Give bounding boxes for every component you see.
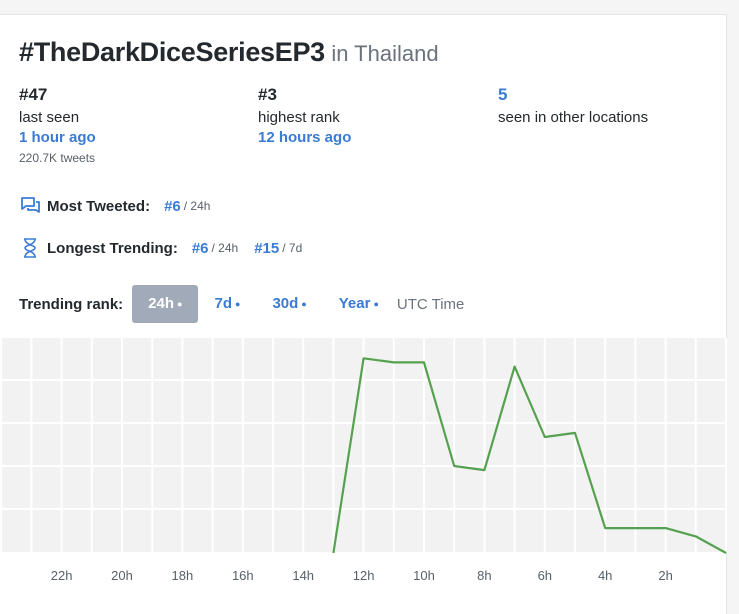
location-text: in Thailand [331,41,438,66]
title-row: #TheDarkDiceSeriesEP3 in Thailand [19,37,439,68]
chart-x-tick-label: 6h [538,568,552,583]
tab-dot-icon: ● [177,299,182,309]
chart-x-tick-label: 2h [658,568,672,583]
most-tweeted-rank-link[interactable]: #6 [164,198,181,215]
longest-trending-rank-24h-link[interactable]: #6 [192,240,209,257]
trending-rank-controls: Trending rank: 24h● 7d● 30d● Year● UTC T… [19,285,464,323]
chart-x-tick-label: 20h [111,568,133,583]
chart-x-tick-label: 4h [598,568,612,583]
longest-trending-row: Longest Trending: #6 / 24h #15 / 7d [19,237,318,259]
chart-x-tick-label: 10h [413,568,435,583]
hourglass-icon [19,237,41,259]
highest-rank-value: #3 [258,85,351,105]
most-tweeted-row: Most Tweeted: #6 / 24h [19,195,226,217]
longest-trending-label: Longest Trending: [47,240,178,257]
longest-trending-period-24h: / 24h [212,241,239,255]
tab-dot-icon: ● [235,299,240,309]
trending-rank-label: Trending rank: [19,296,123,313]
other-locations-count-link[interactable]: 5 [498,85,648,105]
chart-x-tick-label: 14h [292,568,314,583]
tweet-count: 220.7K tweets [19,151,96,165]
chart-x-tick-label: 18h [172,568,194,583]
chart-x-tick-label: 8h [477,568,491,583]
last-seen-rank: #47 [19,85,96,105]
stat-last-seen: #47 last seen 1 hour ago 220.7K tweets [19,85,96,165]
trending-rank-chart: 22h 20h 18h 16h 14h 12h 10h 8h 6h 4h 2h [0,338,739,596]
most-tweeted-period: / 24h [184,199,211,213]
tab-30d-label: 30d [272,295,298,312]
tab-year-label: Year [339,295,371,312]
tab-dot-icon: ● [373,299,378,309]
highest-rank-label: highest rank [258,107,351,129]
chart-x-tick-label: 16h [232,568,254,583]
tab-year[interactable]: Year● [323,285,395,323]
tab-24h[interactable]: 24h● [132,285,198,323]
chat-bubbles-icon [19,195,41,217]
highest-rank-time-link[interactable]: 12 hours ago [258,129,351,147]
chart-x-tick-label: 22h [51,568,73,583]
longest-trending-period-7d: / 7d [282,241,302,255]
chart-x-tick-label: 12h [353,568,375,583]
tab-7d[interactable]: 7d● [198,285,256,323]
most-tweeted-label: Most Tweeted: [47,198,150,215]
timezone-toggle[interactable]: UTC Time [397,296,465,313]
last-seen-label: last seen [19,107,96,129]
other-locations-label: seen in other locations [498,107,648,129]
hashtag-title: #TheDarkDiceSeriesEP3 [19,37,325,67]
tab-dot-icon: ● [301,299,306,309]
tab-7d-label: 7d [214,295,232,312]
longest-trending-rank-7d-link[interactable]: #15 [254,240,279,257]
stat-highest-rank: #3 highest rank 12 hours ago [258,85,351,147]
tab-30d[interactable]: 30d● [256,285,322,323]
tab-24h-label: 24h [148,295,174,312]
stat-other-locations: 5 seen in other locations [498,85,648,129]
last-seen-time-link[interactable]: 1 hour ago [19,129,96,147]
